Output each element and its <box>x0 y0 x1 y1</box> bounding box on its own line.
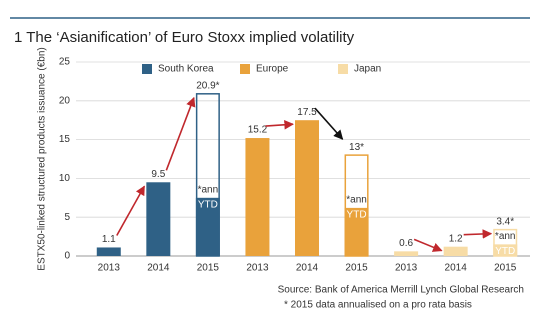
value-label: 13* <box>349 142 364 153</box>
value-label: 3.4* <box>496 216 514 227</box>
y-tick-label: 10 <box>59 173 71 184</box>
bar <box>295 120 319 256</box>
legend-swatch <box>338 64 348 74</box>
trend-arrow <box>116 185 146 236</box>
value-label: 1.1 <box>102 234 116 245</box>
ann-label: *ann <box>495 231 516 242</box>
note: * 2015 data annualised on a pro rata bas… <box>284 300 472 311</box>
legend-label: South Korea <box>158 64 214 75</box>
ann-label: *ann <box>346 195 367 206</box>
trend-arrow <box>265 119 294 130</box>
x-tick-label: 2015 <box>494 263 517 274</box>
y-tick-label: 15 <box>59 134 71 145</box>
ytd-bar <box>344 207 369 256</box>
y-axis-label: ESTX50-linked structured products issuan… <box>37 47 48 270</box>
legend-label: Japan <box>354 64 381 75</box>
y-tick-label: 0 <box>64 251 70 262</box>
ytd-label: YTD <box>198 199 218 210</box>
legend-label: Europe <box>256 64 289 75</box>
bar <box>245 138 270 256</box>
value-label: 20.9* <box>196 80 219 91</box>
ytd-bar <box>493 244 518 256</box>
x-tick-label: 2014 <box>147 263 170 274</box>
x-tick-label: 2015 <box>345 263 368 274</box>
ytd-label: YTD <box>347 210 367 221</box>
value-label: 9.5 <box>151 169 165 180</box>
value-label: 1.2 <box>449 233 463 244</box>
value-label: 0.6 <box>399 238 413 249</box>
chart-title: 1 The ‘Asianification’ of Euro Stoxx imp… <box>14 29 355 46</box>
x-tick-label: 2014 <box>296 263 319 274</box>
value-label: 15.2 <box>248 125 268 136</box>
y-tick-label: 25 <box>59 57 71 68</box>
ytd-label: YTD <box>495 246 515 257</box>
ann-label: *ann <box>198 184 219 195</box>
x-tick-label: 2014 <box>445 263 468 274</box>
legend-swatch <box>142 64 152 74</box>
bar <box>146 182 171 256</box>
source: Source: Bank of America Merrill Lynch Gl… <box>278 285 524 296</box>
legend-swatch <box>240 64 250 74</box>
bar <box>394 251 419 256</box>
x-tick-label: 2013 <box>395 263 418 274</box>
y-tick-label: 5 <box>64 212 70 223</box>
bar <box>443 246 468 256</box>
x-tick-label: 2013 <box>246 263 269 274</box>
y-tick-label: 20 <box>59 95 71 106</box>
value-label: 17.5 <box>297 107 317 118</box>
x-tick-label: 2013 <box>98 263 121 274</box>
trend-arrow <box>413 238 443 252</box>
trend-arrow <box>463 229 493 239</box>
bar <box>96 247 121 256</box>
x-tick-label: 2015 <box>197 263 220 274</box>
ytd-bar <box>195 197 220 256</box>
trend-arrow <box>165 96 196 171</box>
trend-arrow <box>314 107 344 140</box>
